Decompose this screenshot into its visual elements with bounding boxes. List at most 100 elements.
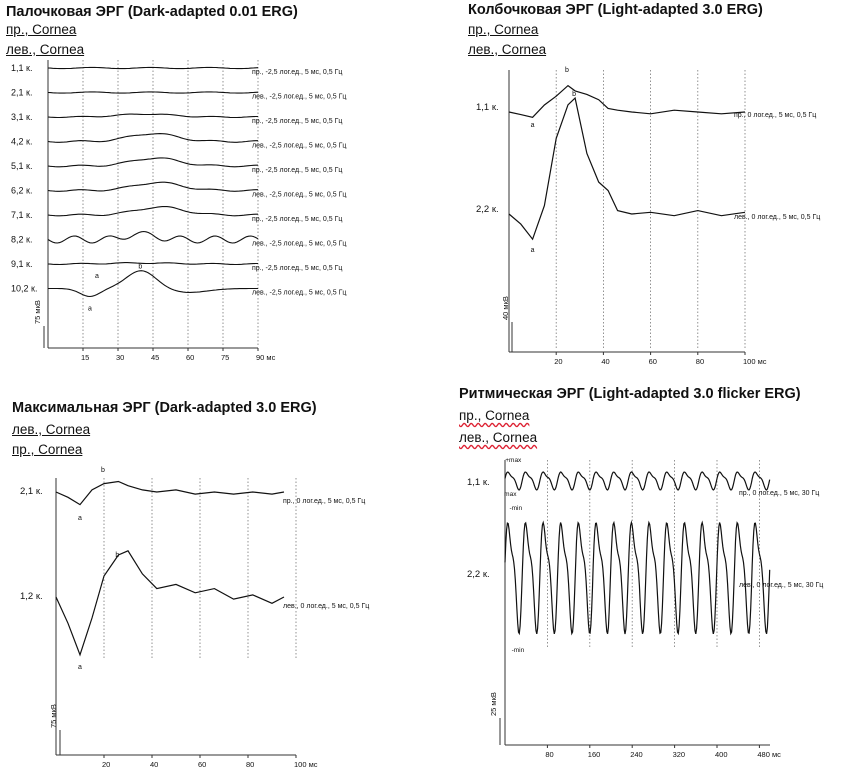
x-tick-label: 20: [554, 357, 562, 366]
trace-label: 4,2 к.: [11, 137, 32, 147]
trace-params: лев., -2,5 лог.ед., 5 мс, 0,5 Гц: [252, 94, 346, 101]
trace-params: пр., -2,5 лог.ед., 5 мс, 0,5 Гц: [252, 69, 342, 76]
trace-label: 2,2 к.: [467, 569, 490, 580]
x-tick-label: 320: [673, 750, 686, 759]
marker-a: a: [88, 306, 92, 313]
x-tick-label: 80: [696, 357, 704, 366]
y-scale-label: 75 мкВ: [33, 300, 42, 324]
x-tick-label: 75: [221, 353, 229, 362]
marker-a: a: [78, 664, 82, 671]
flicker-erg-panel: Ритмическая ЭРГ (Light-adapted 3.0 flick…: [455, 380, 851, 767]
rod-erg-panel: Палочковая ЭРГ (Dark-adapted 0.01 ERG) п…: [0, 0, 420, 370]
eye-label: пр., Cornea: [12, 442, 83, 457]
max-erg-panel: Максимальная ЭРГ (Dark-adapted 3.0 ERG) …: [0, 380, 430, 767]
erg-trace: [55, 550, 285, 657]
erg-trace: [47, 230, 259, 244]
erg-trace: [47, 66, 259, 70]
trace-label: 1,2 к.: [20, 591, 43, 602]
cone-erg-panel: Колбочковая ЭРГ (Light-adapted 3.0 ERG) …: [460, 0, 851, 370]
erg-trace: [508, 84, 746, 118]
trace-label: 3,1 к.: [11, 112, 32, 122]
trace-params: лев., 0 лог.ед., 5 мс, 30 Гц: [739, 582, 823, 589]
trace-label: 1,1 к.: [11, 63, 32, 73]
chart-title: Колбочковая ЭРГ (Light-adapted 3.0 ERG): [468, 2, 763, 18]
marker-b: b: [572, 91, 576, 98]
x-tick-label: 100 мс: [743, 357, 767, 366]
marker-max: +max: [505, 457, 522, 464]
eye-label: лев., Cornea: [468, 42, 547, 57]
trace-params: лев., -2,5 лог.ед., 5 мс, 0,5 Гц: [252, 241, 346, 248]
trace-params: пр., -2,5 лог.ед., 5 мс, 0,5 Гц: [252, 216, 342, 223]
erg-trace: [47, 91, 259, 94]
trace-params: пр., 0 лог.ед., 5 мс, 30 Гц: [739, 490, 819, 497]
trace-params: пр., 0 лог.ед., 5 мс, 0,5 Гц: [734, 112, 816, 119]
erg-trace: [47, 133, 258, 143]
eye-label: лев., Cornea: [12, 422, 91, 437]
x-tick-label: 160: [588, 750, 601, 759]
chart-title: Максимальная ЭРГ (Dark-adapted 3.0 ERG): [12, 400, 317, 416]
marker-b: b: [101, 467, 105, 474]
trace-params: лев., -2,5 лог.ед., 5 мс, 0,5 Гц: [252, 290, 346, 297]
trace-params: лев., -2,5 лог.ед., 5 мс, 0,5 Гц: [252, 143, 346, 150]
trace-label: 8,2 к.: [11, 235, 32, 245]
eye-label: пр., Cornea: [459, 408, 530, 423]
erg-trace: [504, 471, 771, 491]
x-tick-label: 40: [601, 357, 609, 366]
trace-params: лев., -2,5 лог.ед., 5 мс, 0,5 Гц: [252, 192, 346, 199]
trace-label: 9,1 к.: [11, 259, 32, 269]
erg-trace: [508, 96, 746, 241]
erg-trace: [55, 480, 285, 506]
trace-label: 1,1 к.: [476, 102, 499, 113]
chart-title: Палочковая ЭРГ (Dark-adapted 0.01 ERG): [6, 4, 298, 20]
eye-label: пр., Cornea: [468, 22, 539, 37]
x-tick-label: 90 мс: [256, 353, 276, 362]
eye-label: пр., Cornea: [6, 22, 77, 37]
erg-trace: [504, 520, 771, 636]
erg-trace: [47, 157, 258, 168]
marker-max: max: [504, 491, 517, 498]
trace-label: 2,1 к.: [20, 486, 43, 497]
marker-b: b: [138, 264, 142, 271]
trace-label: 7,1 к.: [11, 210, 32, 220]
trace-params: пр., -2,5 лог.ед., 5 мс, 0,5 Гц: [252, 167, 342, 174]
eye-label: лев., Cornea: [6, 42, 85, 57]
marker-b: b: [115, 552, 119, 559]
trace-params: пр., 0 лог.ед., 5 мс, 0,5 Гц: [283, 498, 365, 505]
trace-label: 2,1 к.: [11, 88, 32, 98]
trace-params: пр., -2,5 лог.ед., 5 мс, 0,5 Гц: [252, 265, 342, 272]
x-tick-label: 60: [198, 760, 206, 767]
eye-label: лев., Cornea: [459, 430, 538, 445]
y-scale-label: 75 мкВ: [49, 704, 58, 728]
marker-a: a: [531, 122, 535, 129]
x-tick-label: 60: [186, 353, 194, 362]
trace-params: пр., -2,5 лог.ед., 5 мс, 0,5 Гц: [252, 118, 342, 125]
erg-trace: [47, 262, 258, 266]
trace-label: 1,1 к.: [467, 477, 490, 488]
erg-trace: [48, 270, 258, 298]
marker-min: -min: [512, 647, 525, 654]
trace-label: 5,1 к.: [11, 161, 32, 171]
marker-min: -min: [509, 505, 522, 512]
marker-a: a: [531, 247, 535, 254]
x-tick-label: 45: [151, 353, 159, 362]
x-tick-label: 80: [545, 750, 553, 759]
x-tick-label: 60: [649, 357, 657, 366]
erg-trace: [47, 181, 258, 192]
x-tick-label: 30: [116, 353, 124, 362]
marker-a: a: [78, 515, 82, 522]
marker-b: b: [565, 67, 569, 74]
x-tick-label: 15: [81, 353, 89, 362]
x-tick-label: 480 мс: [757, 750, 781, 759]
trace-params: лев., 0 лог.ед., 5 мс, 0,5 Гц: [283, 603, 369, 610]
x-tick-label: 240: [630, 750, 643, 759]
x-tick-label: 20: [102, 760, 110, 767]
trace-label: 6,2 к.: [11, 186, 32, 196]
chart-title: Ритмическая ЭРГ (Light-adapted 3.0 flick…: [459, 386, 801, 402]
x-tick-label: 40: [150, 760, 158, 767]
erg-trace: [47, 113, 258, 119]
y-scale-label: 25 мкВ: [489, 692, 498, 716]
